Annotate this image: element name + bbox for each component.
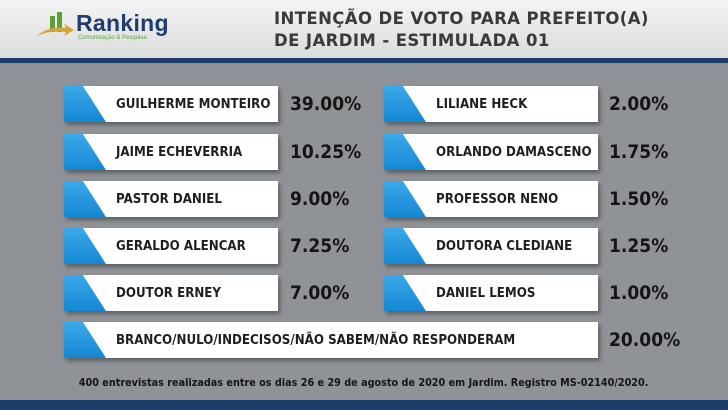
page-title: INTENÇÃO DE VOTO PARA PREFEITO(A) DE JAR… (274, 8, 649, 52)
result-row: LILIANE HECK (384, 86, 598, 122)
candidate-name: ORLANDO DAMASCENO (436, 144, 592, 160)
row-accent-tab (64, 275, 106, 311)
survey-footnote: 400 entrevistas realizadas entre os dias… (79, 377, 649, 389)
row-accent-tab (64, 181, 106, 217)
row-accent-tab (384, 181, 426, 217)
row-accent-tab (384, 86, 426, 122)
candidate-name: PASTOR DANIEL (116, 191, 222, 207)
row-accent-tab (384, 134, 426, 170)
title-line-1: INTENÇÃO DE VOTO PARA PREFEITO(A) (274, 9, 649, 28)
candidate-percentage: 20.00% (609, 329, 681, 351)
result-row: BRANCO/NULO/INDECISOS/NÃO SABEM/NÃO RESP… (64, 322, 598, 358)
candidate-percentage: 2.00% (609, 93, 669, 115)
candidate-percentage: 1.25% (609, 235, 669, 257)
candidate-name: GERALDO ALENCAR (116, 238, 246, 254)
result-row: DANIEL LEMOS (384, 275, 598, 311)
ranking-chart-icon (37, 12, 74, 36)
result-row: ORLANDO DAMASCENO (384, 134, 598, 170)
result-row: PROFESSOR NENO (384, 181, 598, 217)
candidate-percentage: 39.00% (290, 93, 362, 115)
header-banner: Ranking Comunicação & Pesquisa INTENÇÃO … (0, 0, 728, 58)
row-accent-tab (64, 86, 106, 122)
result-row: GUILHERME MONTEIRO (64, 86, 278, 122)
logo-wordmark: Ranking (76, 10, 169, 36)
candidate-percentage: 1.50% (609, 188, 669, 210)
candidate-name: GUILHERME MONTEIRO (116, 96, 271, 112)
candidate-name: JAIME ECHEVERRIA (116, 144, 243, 160)
row-accent-tab (384, 228, 426, 264)
result-row: DOUTORA CLEDIANE (384, 228, 598, 264)
result-row: GERALDO ALENCAR (64, 228, 278, 264)
candidate-name: DOUTOR ERNEY (116, 285, 222, 301)
row-accent-tab (64, 228, 106, 264)
logo-tagline: Comunicação & Pesquisa (78, 35, 147, 41)
candidate-percentage: 7.25% (290, 235, 350, 257)
bottom-bar (0, 400, 728, 410)
candidate-name: DOUTORA CLEDIANE (436, 238, 573, 254)
header-divider (0, 58, 728, 63)
title-line-2: DE JARDIM - ESTIMULADA 01 (274, 31, 550, 50)
row-accent-tab (64, 322, 106, 358)
candidate-name: BRANCO/NULO/INDECISOS/NÃO SABEM/NÃO RESP… (116, 332, 516, 348)
candidate-percentage: 1.75% (609, 141, 669, 163)
candidate-name: DANIEL LEMOS (436, 285, 536, 301)
candidate-name: PROFESSOR NENO (436, 191, 559, 207)
candidate-percentage: 10.25% (290, 141, 362, 163)
result-row: PASTOR DANIEL (64, 181, 278, 217)
result-row: DOUTOR ERNEY (64, 275, 278, 311)
ranking-logo: Ranking Comunicação & Pesquisa (36, 10, 186, 46)
candidate-name: LILIANE HECK (436, 96, 528, 112)
row-accent-tab (64, 134, 106, 170)
row-accent-tab (384, 275, 426, 311)
candidate-percentage: 7.00% (290, 282, 350, 304)
candidate-percentage: 9.00% (290, 188, 350, 210)
result-row: JAIME ECHEVERRIA (64, 134, 278, 170)
candidate-percentage: 1.00% (609, 282, 669, 304)
